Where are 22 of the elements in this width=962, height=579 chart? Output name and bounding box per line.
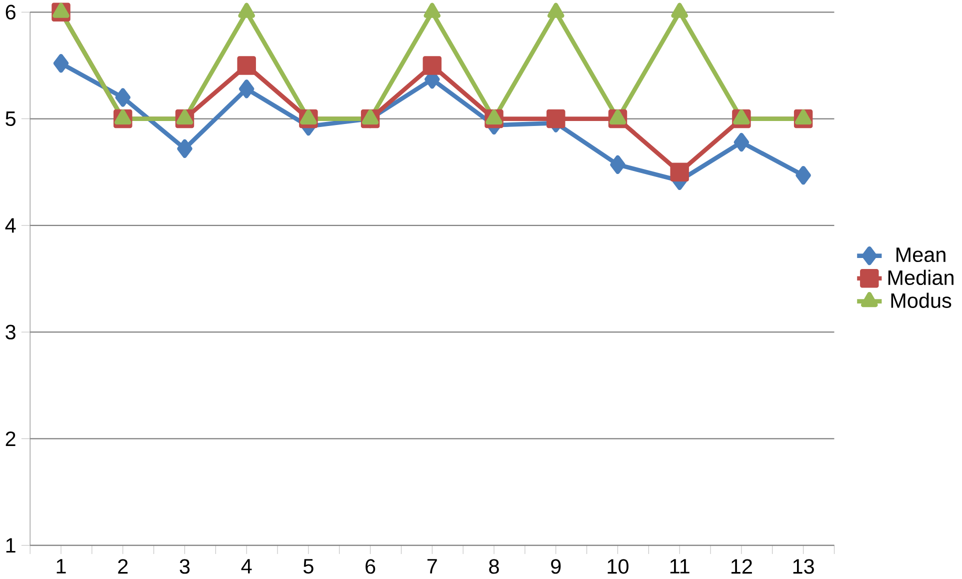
- legend-label: Modus: [891, 292, 952, 308]
- x-tick-label: 1: [56, 559, 66, 574]
- x-tick-label: 9: [551, 559, 561, 574]
- x-tick-label: 13: [793, 559, 814, 574]
- x-tick-label: 6: [366, 559, 376, 574]
- x-tick-label: 11: [670, 559, 690, 574]
- x-tick-label: 12: [731, 559, 752, 574]
- x-tick-label: 7: [427, 559, 437, 574]
- legend-label: Median: [888, 270, 954, 286]
- legend-label: Mean: [896, 248, 946, 262]
- y-tick-label: 4: [5, 218, 16, 233]
- y-tick-label: 1: [6, 538, 16, 553]
- y-tick-label: 3: [6, 324, 16, 340]
- y-tick-label: 2: [6, 432, 16, 446]
- x-tick-label: 10: [608, 559, 628, 574]
- y-tick-label: 6: [6, 5, 16, 20]
- x-tick-label: 4: [241, 559, 252, 574]
- x-tick-label: 2: [118, 559, 128, 574]
- y-tick-label: 5: [6, 112, 16, 126]
- x-tick-label: 3: [180, 559, 190, 574]
- x-tick-label: 5: [304, 559, 314, 574]
- x-tick-label: 8: [489, 559, 499, 574]
